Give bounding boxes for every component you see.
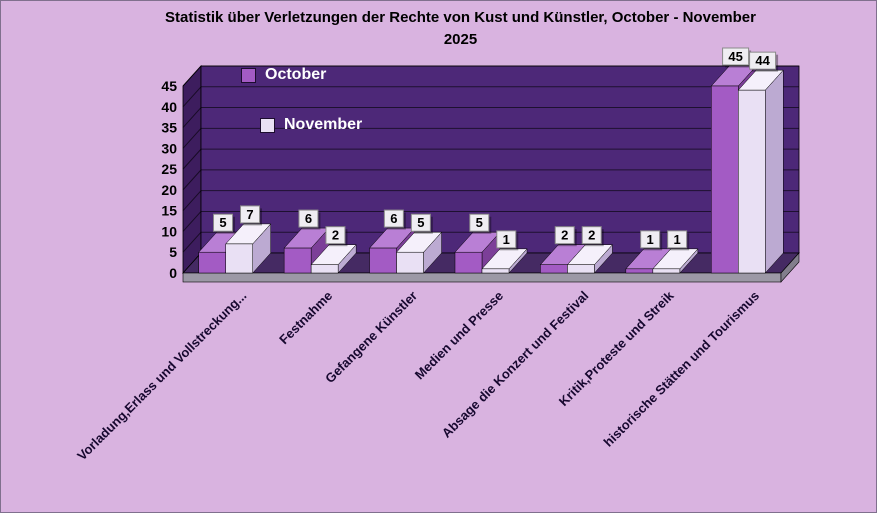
gridline-sidewall <box>182 65 202 87</box>
data-label-box <box>213 213 234 232</box>
data-label: 5 <box>417 215 424 230</box>
data-label: 1 <box>647 232 654 247</box>
data-label-box <box>383 209 404 228</box>
y-tick-label: 25 <box>161 161 177 177</box>
data-label: 5 <box>476 215 483 230</box>
data-label-box <box>496 230 517 249</box>
bar-october-4 <box>540 264 568 274</box>
y-tick-label: 5 <box>169 244 177 260</box>
bar-november-1 <box>310 264 339 274</box>
gridline-sidewall <box>182 169 202 191</box>
y-tick-label: 20 <box>161 182 177 198</box>
y-tick-label: 45 <box>161 78 177 94</box>
data-label-box <box>298 209 319 228</box>
bar-october-5 <box>625 268 654 274</box>
data-label-box <box>667 230 688 249</box>
bar-october-6 <box>711 85 739 274</box>
data-label: 1 <box>503 232 510 247</box>
data-label: 2 <box>332 228 339 243</box>
data-label-box <box>749 51 777 70</box>
legend-swatch-october <box>241 67 256 83</box>
gridline-sidewall <box>182 231 202 253</box>
bar-november-5 <box>652 268 681 274</box>
data-label: 44 <box>755 53 770 68</box>
data-label-box <box>640 230 661 249</box>
gridline-sidewall <box>182 190 202 212</box>
data-label-box <box>722 47 750 66</box>
data-label: 2 <box>588 228 595 243</box>
data-label: 7 <box>246 207 253 222</box>
bar-october-0 <box>198 251 226 274</box>
gridline-sidewall <box>182 107 202 128</box>
data-label-box <box>469 213 490 232</box>
data-label: 6 <box>305 211 312 226</box>
bar-october-1 <box>283 247 312 274</box>
gridline-sidewall <box>182 86 202 108</box>
bar-november-0 <box>225 243 253 274</box>
data-label: 6 <box>390 211 397 226</box>
bar-november-4 <box>567 264 595 274</box>
floor-front-edge <box>182 272 782 283</box>
legend-label-november: November <box>284 116 363 133</box>
bar-october-3 <box>454 251 483 274</box>
y-tick-label: 0 <box>169 265 177 281</box>
legend-item-november: November <box>260 116 362 134</box>
bar-november-6 <box>738 89 766 274</box>
bar-november-2 <box>396 251 424 274</box>
legend-swatch-november <box>260 117 275 133</box>
chart-title-line1: Statistik über Verletzungen der Rechte v… <box>165 9 756 26</box>
gridline-sidewall <box>182 211 202 232</box>
data-label: 2 <box>561 228 568 243</box>
bar-november-6-side <box>765 69 784 274</box>
y-tick-label: 30 <box>161 140 177 156</box>
data-label: 5 <box>219 215 226 230</box>
gridline-sidewall <box>182 148 202 170</box>
floor-right-edge <box>780 252 800 283</box>
data-label-box <box>240 205 261 224</box>
bar-october-2 <box>369 247 397 274</box>
y-tick-label: 10 <box>161 223 177 239</box>
y-tick-label: 35 <box>161 120 177 136</box>
legend-item-october: October <box>241 66 326 84</box>
legend-label-october: October <box>265 66 327 83</box>
y-tick-label: 40 <box>161 99 177 115</box>
data-label-box <box>581 226 602 245</box>
chart-back-wall <box>200 65 800 254</box>
y-tick-label: 15 <box>161 203 177 219</box>
data-label: 45 <box>728 49 742 64</box>
data-label-box <box>554 226 575 245</box>
gridline-sidewall <box>182 127 202 149</box>
data-label: 1 <box>674 232 681 247</box>
data-label-box <box>325 226 346 245</box>
bar-november-3 <box>481 268 510 274</box>
chart-title: Statistik über Verletzungen der Rechte v… <box>61 7 860 51</box>
chart-title-line2: 2025 <box>443 31 478 48</box>
data-label-box <box>410 213 431 232</box>
